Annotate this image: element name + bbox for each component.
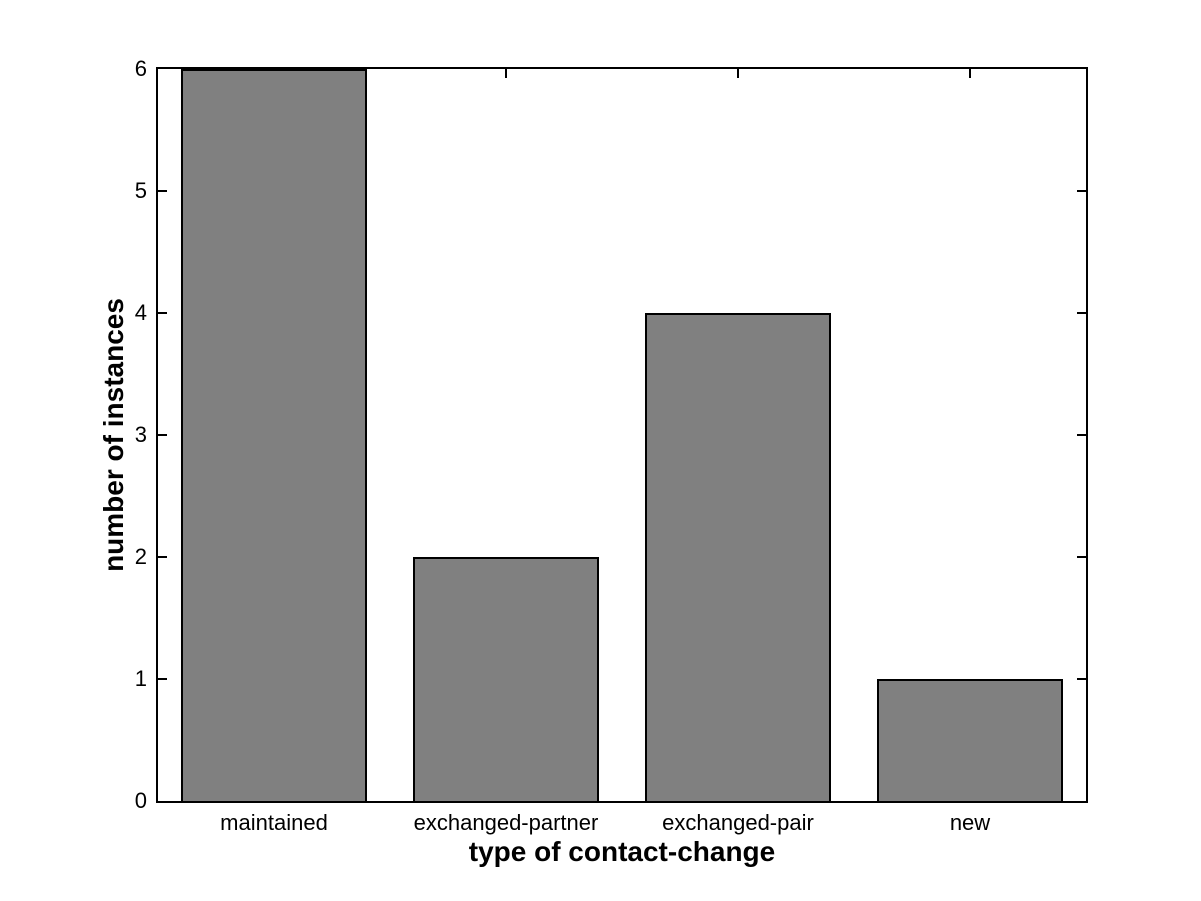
- y-tick-label: 0: [134, 788, 147, 813]
- y-tick-right: [1077, 556, 1086, 558]
- x-tick-label-exchanged-pair: exchanged-pair: [662, 810, 814, 835]
- y-tick-right: [1077, 434, 1086, 436]
- y-tick-left: [158, 190, 167, 192]
- bar-exchanged-partner: [413, 557, 599, 803]
- x-tick-label-new: new: [949, 810, 991, 835]
- bar-new: [877, 679, 1063, 803]
- y-tick-right: [1077, 190, 1086, 192]
- y-tick-left: [158, 556, 167, 558]
- y-tick-label: 1: [134, 666, 147, 691]
- bar-exchanged-pair: [645, 313, 831, 803]
- y-tick-left: [158, 434, 167, 436]
- x-tick-label-exchanged-partner: exchanged-partner: [413, 810, 599, 835]
- y-tick-label: 5: [134, 178, 147, 203]
- y-tick-label: 3: [134, 422, 147, 447]
- x-tick-top: [969, 69, 971, 78]
- x-axis-label: type of contact-change: [468, 836, 776, 867]
- y-tick-label: 4: [134, 300, 147, 325]
- bar-maintained: [181, 69, 367, 803]
- x-tick-label-maintained: maintained: [220, 810, 328, 835]
- x-tick-top: [737, 69, 739, 78]
- x-tick-top: [505, 69, 507, 78]
- y-tick-right: [1077, 312, 1086, 314]
- y-tick-left: [158, 678, 167, 680]
- y-tick-label: 6: [134, 56, 147, 81]
- y-tick-right: [1077, 678, 1086, 680]
- y-tick-label: 2: [134, 544, 147, 569]
- y-tick-left: [158, 312, 167, 314]
